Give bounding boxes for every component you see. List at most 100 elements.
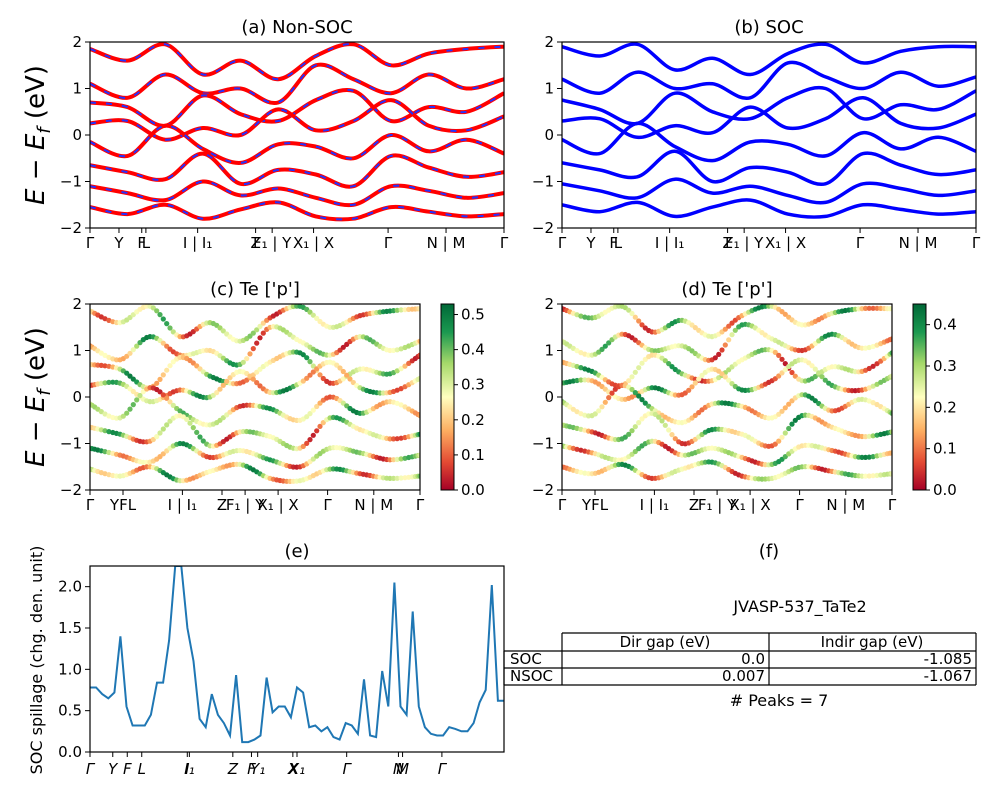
projected-point <box>247 351 253 357</box>
projected-point <box>729 332 735 338</box>
y-tick-label: 2 <box>544 33 554 51</box>
projected-point <box>866 305 872 311</box>
projected-point <box>390 475 397 481</box>
projected-point <box>776 352 782 358</box>
projected-points <box>562 304 892 482</box>
x-tick-label: Γ <box>384 234 393 252</box>
projected-point <box>889 471 892 477</box>
band-line <box>562 149 976 187</box>
projected-point <box>862 305 869 311</box>
x-tick-label: N | M <box>427 234 466 252</box>
projected-point <box>578 377 584 383</box>
y-tick-label: 1 <box>544 80 554 98</box>
projected-point <box>779 434 785 440</box>
x-tick-label: Γ <box>972 234 981 252</box>
projected-point <box>629 428 635 434</box>
projected-point <box>699 372 705 378</box>
projected-point <box>394 436 400 442</box>
table-row-soc-dir: 0.0 <box>741 650 765 668</box>
y-tick-label: −1 <box>60 173 82 191</box>
projected-point <box>257 335 263 341</box>
projected-point <box>639 416 645 422</box>
projected-point <box>394 368 400 374</box>
projected-point <box>167 418 173 424</box>
table-row-soc-indir: -1.085 <box>924 650 972 668</box>
band-line <box>562 60 976 101</box>
projected-point <box>870 400 876 406</box>
colorbar-tick-label: 0.2 <box>933 398 957 416</box>
projected-point <box>417 338 420 344</box>
projected-point <box>666 427 672 433</box>
projected-point <box>889 429 892 435</box>
projected-point <box>394 347 400 353</box>
projected-point <box>167 399 173 405</box>
projected-point <box>692 380 698 386</box>
projected-point <box>662 358 668 364</box>
projected-point <box>164 321 170 327</box>
projected-point <box>340 368 346 375</box>
x-tick-label: X₁ | X <box>293 234 334 252</box>
spillage-line <box>90 566 504 744</box>
projected-point <box>184 416 190 422</box>
projected-point <box>772 441 778 447</box>
projected-point <box>154 308 160 314</box>
projected-point <box>257 323 263 329</box>
projected-point <box>160 340 166 346</box>
projected-point <box>782 361 788 367</box>
projected-point <box>310 312 316 318</box>
spillage-series <box>90 566 504 744</box>
x-tick-label: F <box>137 234 146 252</box>
projected-point <box>629 386 635 393</box>
projected-point <box>157 312 163 318</box>
projected-point <box>398 475 404 481</box>
projected-point <box>822 377 828 383</box>
projected-point <box>134 397 140 403</box>
projected-point <box>578 350 584 356</box>
projected-point <box>102 363 108 369</box>
table-header-indir: Indir gap (eV) <box>821 633 924 651</box>
y-tick-label: 1 <box>72 342 82 360</box>
table-row-nsoc-indir: -1.067 <box>924 667 972 685</box>
x-tick-label: Z <box>227 760 239 778</box>
projected-point <box>247 333 253 339</box>
x-tick-label: Γ <box>795 496 804 514</box>
projected-point <box>870 305 876 311</box>
projected-point <box>154 434 160 440</box>
projected-point <box>98 409 104 415</box>
projected-point <box>106 413 112 419</box>
band-line-soc-overlay <box>90 43 504 81</box>
projected-point <box>812 366 818 372</box>
band-line-soc-overlay <box>90 88 504 127</box>
projected-point <box>866 473 872 479</box>
y-tick-label: 2 <box>544 295 554 313</box>
x-tick-label: N <box>393 760 404 778</box>
projected-point <box>170 329 176 335</box>
projected-point <box>636 318 642 324</box>
x-tick-label: F <box>123 760 132 778</box>
projected-point <box>137 392 143 399</box>
projected-point <box>578 313 584 319</box>
projected-point <box>417 431 420 437</box>
gap-table <box>503 632 977 686</box>
projected-point <box>164 422 170 428</box>
projected-point <box>819 374 825 380</box>
projected-point <box>574 363 580 370</box>
projected-point <box>574 348 580 354</box>
projected-point <box>786 401 792 407</box>
projected-point <box>317 372 323 378</box>
colorbar-tick-label: 0.2 <box>461 411 485 429</box>
x-tick-label: Γ <box>438 760 448 778</box>
projected-point <box>124 410 130 416</box>
projected-point <box>816 370 822 376</box>
projected-point <box>220 328 226 334</box>
projected-point <box>197 434 203 440</box>
projected-point <box>862 473 869 479</box>
colorbar-tick-label: 0.1 <box>933 440 957 458</box>
projected-point <box>722 374 728 380</box>
y-tick-label: −1 <box>60 435 82 453</box>
panel-e-spillage-plot: 2.01.51.00.50.0Γ Y F L II₁ Z FY₁ XX₁ Γ NM Γ <box>58 565 505 778</box>
projected-point <box>776 373 782 379</box>
y-tick-label: −1 <box>532 435 554 453</box>
table-row-nsoc-label: NSOC <box>510 667 553 685</box>
x-tick-label: Γ <box>343 760 353 778</box>
